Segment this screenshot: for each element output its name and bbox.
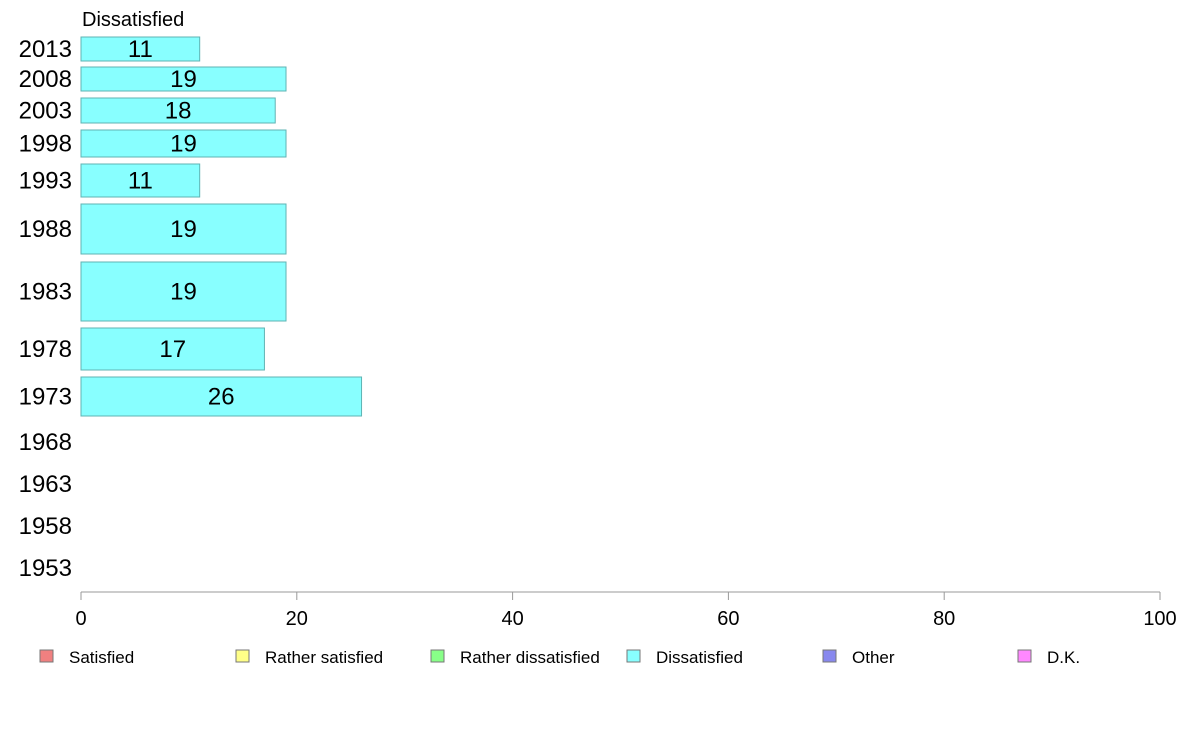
data-label: 19 bbox=[170, 216, 197, 243]
legend-swatch bbox=[39, 649, 54, 663]
bar bbox=[80, 97, 276, 124]
data-label: 19 bbox=[170, 66, 197, 93]
legend-swatch bbox=[1017, 649, 1032, 663]
y-tick-label: 1988 bbox=[19, 216, 72, 243]
y-tick-label: 2008 bbox=[19, 66, 72, 93]
y-tick-label: 1983 bbox=[19, 279, 72, 306]
y-tick-label: 1993 bbox=[19, 168, 72, 195]
bar bbox=[80, 376, 363, 417]
data-label: 19 bbox=[170, 279, 197, 306]
x-tick-label: 80 bbox=[933, 608, 955, 630]
x-tick-label: 40 bbox=[501, 608, 523, 630]
bar bbox=[80, 203, 287, 255]
legend-swatch bbox=[822, 649, 837, 663]
legend-swatch bbox=[626, 649, 641, 663]
bar bbox=[80, 261, 287, 322]
bar bbox=[80, 327, 265, 371]
y-tick-label: 2003 bbox=[19, 98, 72, 125]
y-tick-label: 1958 bbox=[19, 513, 72, 540]
x-tick-label: 0 bbox=[75, 608, 86, 630]
legend-label: Rather satisfied bbox=[265, 648, 383, 667]
y-tick-label: 1953 bbox=[19, 555, 72, 582]
bar bbox=[80, 36, 201, 62]
y-tick-label: 1968 bbox=[19, 429, 72, 456]
legend-label: Satisfied bbox=[69, 648, 134, 667]
y-tick-label: 1978 bbox=[19, 336, 72, 363]
chart-title: Dissatisfied bbox=[82, 9, 184, 31]
data-label: 26 bbox=[208, 384, 235, 411]
x-tick-label: 100 bbox=[1143, 608, 1176, 630]
y-tick-label: 1998 bbox=[19, 131, 72, 158]
bar bbox=[80, 163, 201, 198]
y-tick-label: 1963 bbox=[19, 471, 72, 498]
data-label: 11 bbox=[128, 36, 153, 63]
y-tick-label: 1973 bbox=[19, 384, 72, 411]
bars-group: 2013 11 2008 19 2003 18 1998 19 1993 11 1988 19 1983… bbox=[19, 36, 363, 582]
data-label: 17 bbox=[159, 336, 186, 363]
legend-label: Other bbox=[852, 648, 895, 667]
x-tick-label: 20 bbox=[286, 608, 308, 630]
y-tick-label: 2013 bbox=[19, 36, 72, 63]
bar bbox=[80, 129, 287, 158]
legend: Satisfied Rather satisfied Rather dissatis… bbox=[39, 648, 1080, 667]
legend-label: Dissatisfied bbox=[656, 648, 743, 667]
data-label: 19 bbox=[170, 131, 197, 158]
data-label: 18 bbox=[165, 98, 192, 125]
legend-label: D.K. bbox=[1047, 648, 1080, 667]
legend-swatch bbox=[235, 649, 250, 663]
data-label: 11 bbox=[128, 168, 153, 195]
x-axis: 0 20 40 60 80 100 bbox=[75, 591, 1177, 630]
legend-label: Rather dissatisfied bbox=[460, 648, 600, 667]
legend-swatch bbox=[430, 649, 445, 663]
x-tick-label: 60 bbox=[717, 608, 739, 630]
bar bbox=[80, 66, 287, 92]
